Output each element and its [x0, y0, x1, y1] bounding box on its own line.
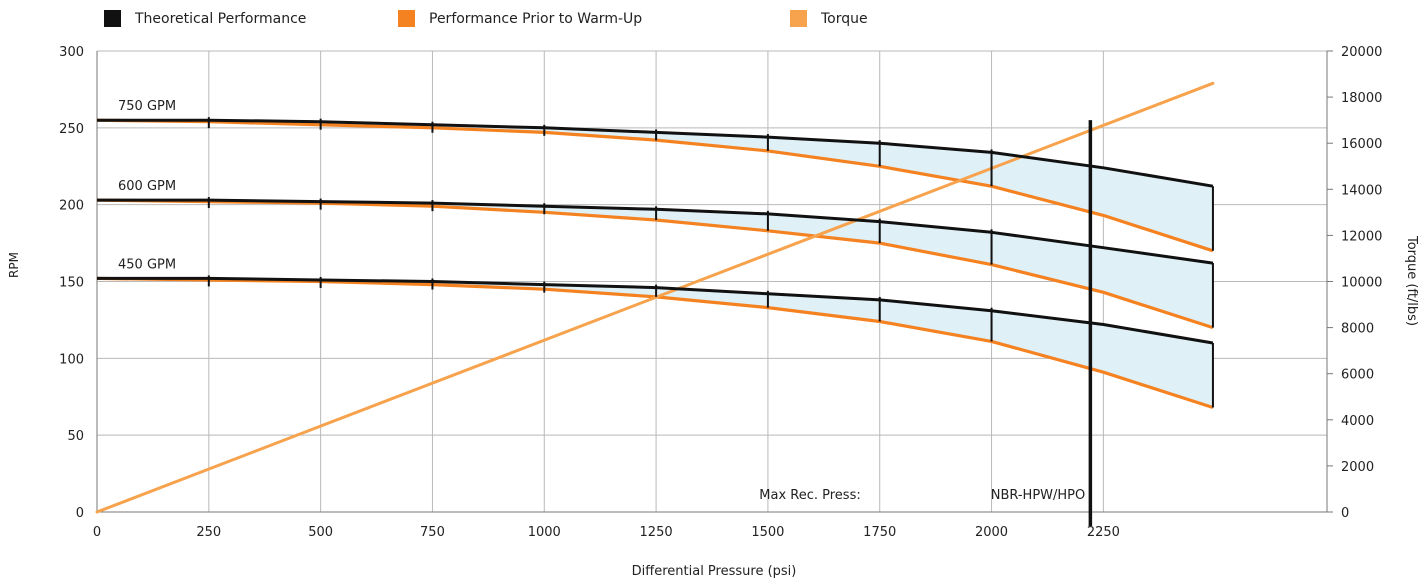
legend-item-theoretical: Theoretical Performance — [104, 10, 306, 27]
flow-label-1: 600 GPM — [118, 179, 176, 194]
performance-band-2 — [97, 278, 1213, 408]
performance-band-1 — [97, 200, 1213, 328]
y2-tick-label-5: 10000 — [1341, 276, 1382, 291]
x-tick-label-4: 1000 — [528, 525, 561, 540]
x-axis-title: Differential Pressure (psi) — [632, 564, 797, 579]
y-tick-label-5: 250 — [59, 122, 84, 137]
x-tick-label-0: 0 — [93, 525, 101, 540]
y2-tick-label-3: 6000 — [1341, 368, 1374, 383]
legend-swatch-theoretical — [104, 10, 121, 27]
legend-item-torque: Torque — [790, 10, 868, 27]
y2-tick-label-4: 8000 — [1341, 322, 1374, 337]
x-tick-label-3: 750 — [420, 525, 445, 540]
legend-swatch-torque — [790, 10, 807, 27]
legend-label-theoretical: Theoretical Performance — [135, 10, 307, 27]
y-tick-label-1: 50 — [67, 429, 84, 444]
performance-band-0 — [97, 120, 1213, 251]
legend-label-torque: Torque — [821, 10, 868, 27]
max-rec-press-label: Max Rec. Press: — [759, 488, 860, 503]
max-rec-press-note: NBR-HPW/HPO — [991, 488, 1086, 503]
x-tick-label-5: 1250 — [640, 525, 673, 540]
y2-tick-label-1: 2000 — [1341, 460, 1374, 475]
x-tick-label-6: 1500 — [751, 525, 784, 540]
y-tick-label-2: 100 — [59, 352, 84, 367]
flow-label-0: 750 GPM — [118, 99, 176, 114]
x-tick-label-7: 1750 — [863, 525, 896, 540]
y2-tick-label-9: 18000 — [1341, 91, 1382, 106]
y-tick-label-4: 200 — [59, 199, 84, 214]
legend-swatch-warmup — [398, 10, 415, 27]
legend-item-warmup: Performance Prior to Warm-Up — [398, 10, 642, 27]
y2-tick-label-2: 4000 — [1341, 414, 1374, 429]
x-tick-label-8: 2000 — [975, 525, 1008, 540]
legend-label-warmup: Performance Prior to Warm-Up — [429, 10, 643, 27]
y2-tick-label-10: 20000 — [1341, 45, 1382, 60]
y-tick-label-0: 0 — [76, 506, 84, 521]
y2-tick-label-0: 0 — [1341, 506, 1349, 521]
y-axis-title: RPM — [7, 252, 21, 278]
x-tick-label-1: 250 — [196, 525, 221, 540]
x-tick-label-2: 500 — [308, 525, 333, 540]
x-tick-label-9: 2250 — [1087, 525, 1120, 540]
torque-line — [95, 81, 1215, 514]
y2-axis-title: Torque (ft/lbs) — [1404, 235, 1419, 326]
y2-tick-label-6: 12000 — [1341, 229, 1382, 244]
y-tick-label-6: 300 — [59, 45, 84, 60]
y2-tick-label-7: 14000 — [1341, 183, 1382, 198]
y2-tick-label-8: 16000 — [1341, 137, 1382, 152]
flow-label-2: 450 GPM — [118, 257, 176, 272]
y-tick-label-3: 150 — [59, 276, 84, 291]
